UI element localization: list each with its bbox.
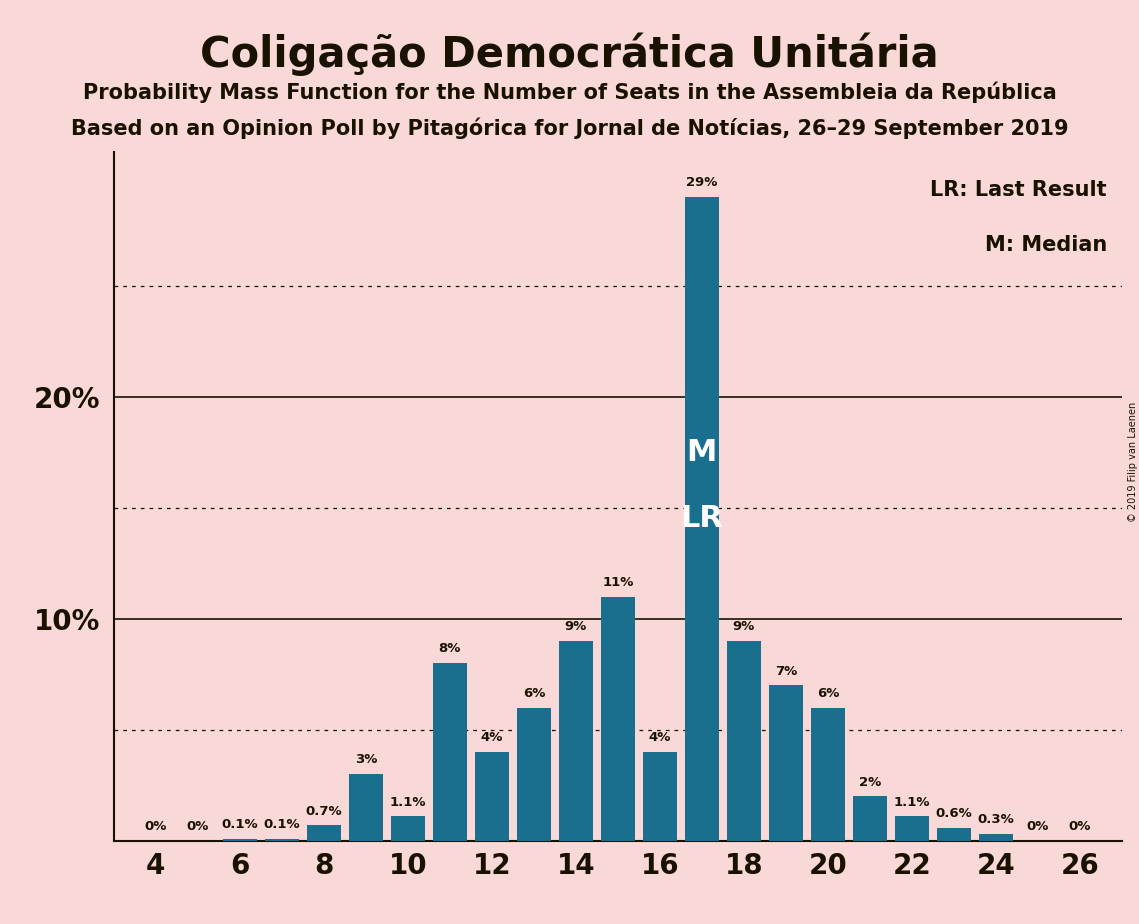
Bar: [433, 663, 467, 841]
Text: © 2019 Filip van Laenen: © 2019 Filip van Laenen: [1128, 402, 1138, 522]
Bar: [517, 708, 551, 841]
Text: 1.1%: 1.1%: [894, 796, 931, 808]
Bar: [978, 834, 1013, 841]
Text: 0.1%: 0.1%: [222, 818, 259, 831]
Text: 9%: 9%: [732, 620, 755, 633]
Text: 0%: 0%: [187, 821, 210, 833]
Text: Based on an Opinion Poll by Pitagórica for Jornal de Notícias, 26–29 September 2: Based on an Opinion Poll by Pitagórica f…: [71, 117, 1068, 139]
Text: 0.1%: 0.1%: [263, 818, 301, 831]
Bar: [811, 708, 845, 841]
Text: LR: LR: [680, 505, 723, 533]
Bar: [475, 752, 509, 841]
Bar: [936, 828, 972, 841]
Bar: [264, 839, 300, 841]
Text: 0%: 0%: [1026, 821, 1049, 833]
Text: 6%: 6%: [523, 687, 546, 699]
Text: 2%: 2%: [859, 775, 882, 789]
Text: 0%: 0%: [145, 821, 167, 833]
Bar: [895, 817, 929, 841]
Text: 4%: 4%: [481, 731, 503, 744]
Bar: [223, 839, 257, 841]
Bar: [769, 686, 803, 841]
Bar: [600, 597, 636, 841]
Bar: [306, 825, 341, 841]
Bar: [685, 197, 719, 841]
Text: 8%: 8%: [439, 642, 461, 655]
Bar: [642, 752, 677, 841]
Bar: [391, 817, 425, 841]
Text: 7%: 7%: [775, 664, 797, 677]
Text: 9%: 9%: [565, 620, 587, 633]
Bar: [349, 774, 383, 841]
Text: 3%: 3%: [354, 753, 377, 766]
Text: Coligação Democrática Unitária: Coligação Democrática Unitária: [200, 32, 939, 76]
Text: 0.7%: 0.7%: [305, 805, 342, 818]
Text: 0%: 0%: [1068, 821, 1091, 833]
Text: 4%: 4%: [649, 731, 671, 744]
Text: 29%: 29%: [686, 176, 718, 189]
Text: 0.6%: 0.6%: [935, 807, 973, 820]
Text: M: M: [687, 438, 718, 467]
Text: 11%: 11%: [603, 576, 633, 589]
Text: 1.1%: 1.1%: [390, 796, 426, 808]
Bar: [853, 796, 887, 841]
Text: 0.3%: 0.3%: [977, 813, 1015, 826]
Text: Probability Mass Function for the Number of Seats in the Assembleia da República: Probability Mass Function for the Number…: [83, 81, 1056, 103]
Text: M: Median: M: Median: [984, 235, 1107, 255]
Text: LR: Last Result: LR: Last Result: [931, 180, 1107, 200]
Bar: [727, 641, 761, 841]
Bar: [559, 641, 593, 841]
Text: 6%: 6%: [817, 687, 839, 699]
